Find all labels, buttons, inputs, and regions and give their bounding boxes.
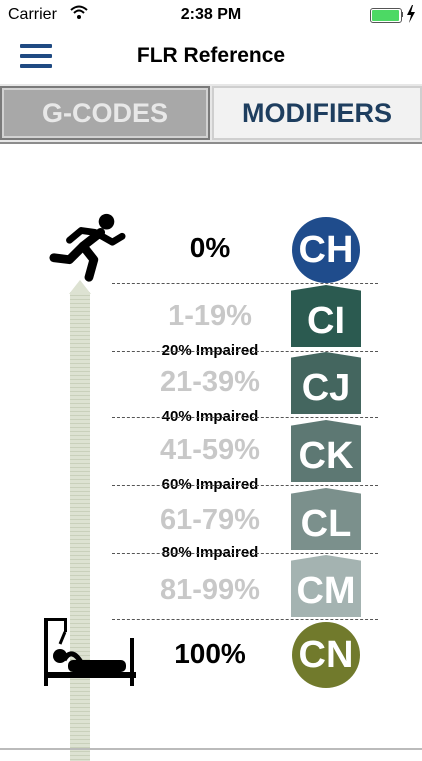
divider-line	[112, 619, 378, 620]
modifier-ch-badge: CH	[292, 217, 360, 283]
range-label: 21-39%	[160, 366, 260, 398]
threshold-label: 80% Impaired	[161, 544, 259, 561]
scale-bar-tip	[69, 280, 91, 294]
running-person-icon	[49, 213, 126, 282]
charging-bolt-icon	[407, 5, 415, 23]
threshold-label: 40% Impaired	[161, 408, 259, 425]
scale-bar	[70, 292, 90, 761]
modifier-ci-badge: CI	[291, 285, 361, 347]
modifier-ck-badge: CK	[291, 420, 361, 482]
modifier-cj-badge: CJ	[291, 352, 361, 414]
divider-line	[112, 553, 378, 554]
carrier-label: Carrier	[8, 6, 57, 23]
battery-icon	[370, 8, 402, 23]
wifi-icon	[70, 5, 88, 19]
modifier-cl-badge: CL	[291, 488, 361, 550]
tab-modifiers[interactable]: MODIFIERS	[212, 86, 422, 140]
flr-scale: 0% 1-19% 20% Impaired 21-39% 40% Impaire…	[0, 144, 422, 761]
range-label: 41-59%	[160, 434, 260, 466]
endpoint-100-label: 100%	[174, 638, 246, 669]
endpoint-0-label: 0%	[189, 232, 231, 263]
page-title: FLR Reference	[136, 44, 286, 67]
bottom-divider	[0, 748, 422, 750]
battery-cap	[401, 12, 403, 17]
divider-line	[112, 417, 378, 418]
tab-g-codes[interactable]: G-CODES	[0, 86, 210, 140]
range-label: 1-19%	[168, 300, 252, 332]
threshold-label: 60% Impaired	[161, 476, 259, 493]
threshold-label: 20% Impaired	[161, 342, 259, 359]
divider-line	[112, 485, 378, 486]
modifier-cn-badge: CN	[292, 622, 360, 688]
range-label: 61-79%	[160, 504, 260, 536]
modifier-cm-badge: CM	[291, 555, 361, 617]
divider-line	[112, 283, 378, 284]
range-label: 81-99%	[160, 574, 260, 606]
navigation-bar: FLR Reference	[0, 30, 422, 84]
status-time: 2:38 PM	[180, 6, 242, 23]
battery-level	[372, 10, 399, 21]
bedridden-person-icon	[44, 618, 136, 686]
hamburger-menu-icon[interactable]	[20, 44, 52, 68]
divider-line	[112, 351, 378, 352]
status-bar: Carrier 2:38 PM	[0, 0, 422, 30]
tab-bar: G-CODES MODIFIERS	[0, 84, 422, 144]
